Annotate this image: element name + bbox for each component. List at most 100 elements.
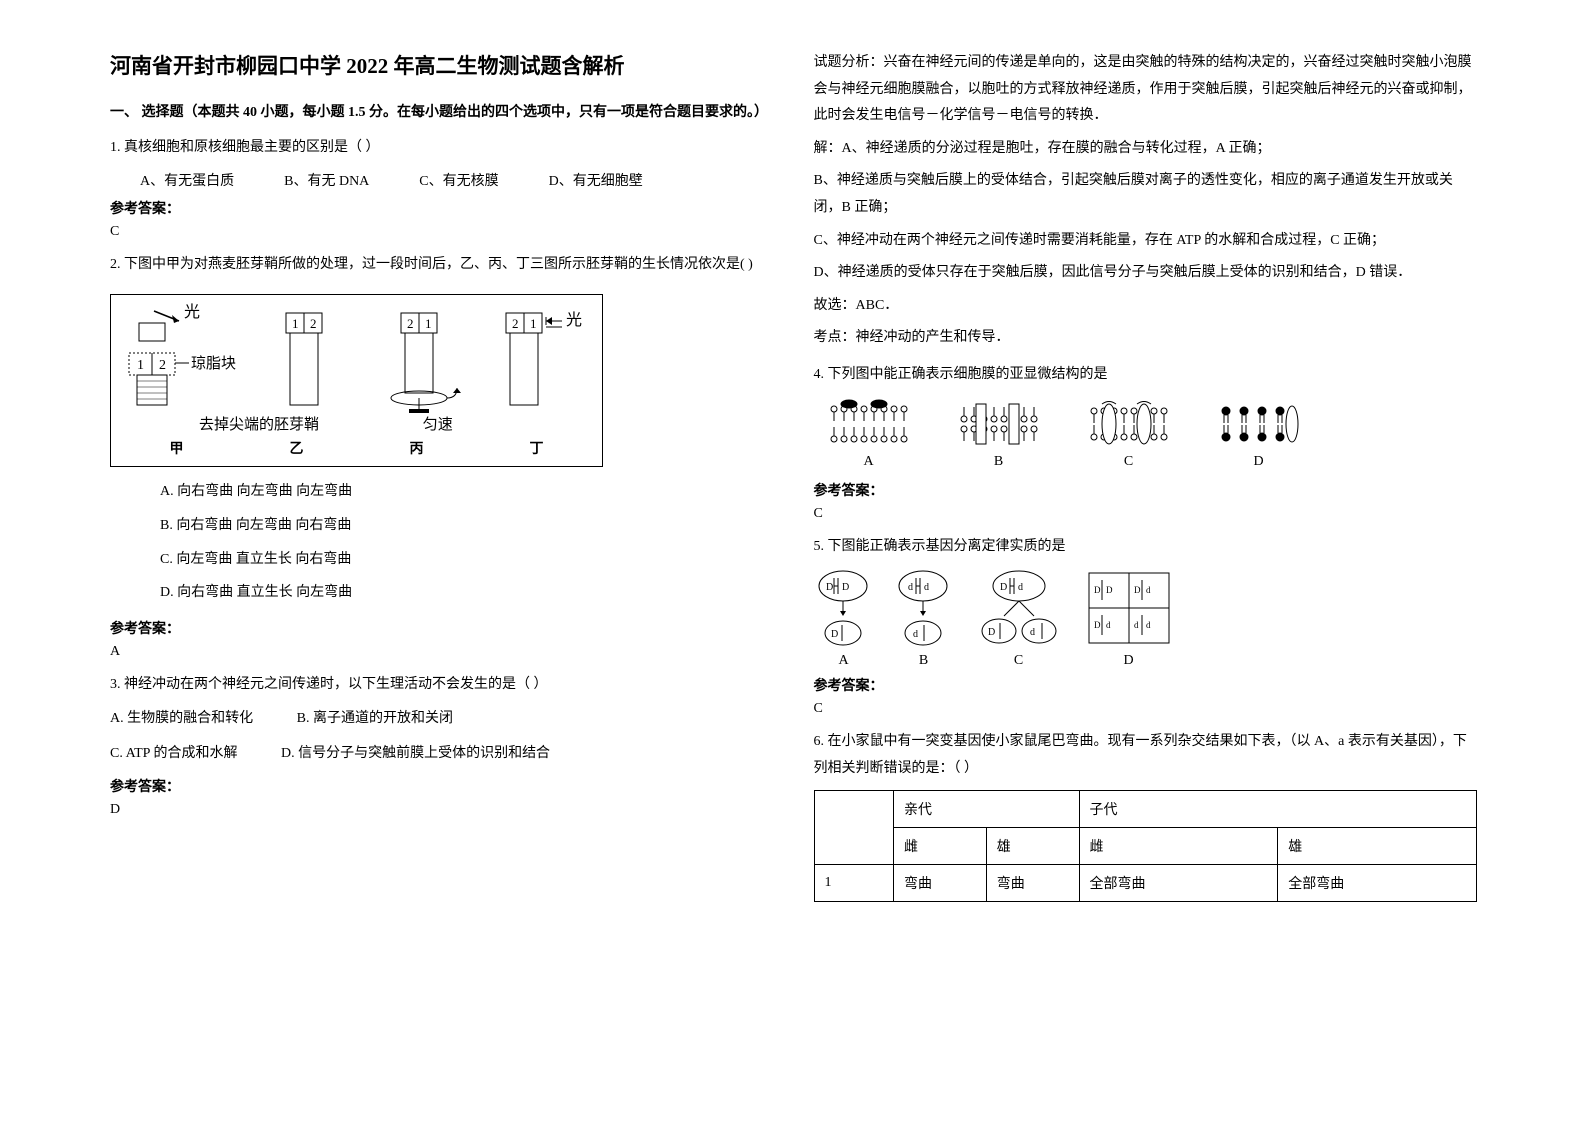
r1-c1: 弯曲 [894, 865, 987, 902]
q2-label-bing: 丙 [410, 438, 424, 458]
svg-text:d: d [1134, 620, 1139, 630]
q3-optA: A. 生物膜的融合和转化 [110, 711, 253, 726]
svg-text:d: d [1146, 585, 1151, 595]
svg-text:D: D [826, 582, 833, 593]
q2-answer-label: 参考答案： [110, 618, 774, 638]
q2-optD: D. 向右弯曲 直立生长 向左弯曲 [160, 576, 774, 610]
table-row: 1 弯曲 弯曲 全部弯曲 全部弯曲 [814, 865, 1477, 902]
q3-answer: D [110, 802, 774, 818]
q2-answer: A [110, 644, 774, 660]
q3-explain3: B、神经递质与突触后膜上的受体结合，引起突触后膜对离子的透性变化，相应的离子通道… [814, 168, 1478, 221]
q1-optC: C、有无核膜 [419, 170, 498, 190]
r1-c4: 全部弯曲 [1278, 865, 1477, 902]
q4-labelA: A [824, 454, 914, 470]
svg-text:d: d [1146, 620, 1151, 630]
membrane-icon [824, 399, 914, 449]
q4-figures: A B [814, 399, 1478, 470]
light-label: 光 [184, 303, 200, 321]
q3-optD: D. 信号分子与突触前膜上受体的识别和结合 [281, 746, 550, 761]
q4-figB: B [954, 399, 1044, 470]
svg-text:D: D [1134, 585, 1141, 595]
q3-options-row2: C. ATP 的合成和水解 D. 信号分子与突触前膜上受体的识别和结合 [110, 741, 774, 768]
svg-text:D: D [831, 629, 838, 640]
q3-explain4: C、神经冲动在两个神经元之间传递时需要消耗能量，存在 ATP 的水解和合成过程，… [814, 228, 1478, 255]
th-parent: 亲代 [894, 791, 1080, 828]
gene-icon: DD D [816, 568, 871, 648]
q5-answer: C [814, 701, 1478, 717]
table-row: 亲代 子代 [814, 791, 1477, 828]
q3-explain1: 试题分析：兴奋在神经元间的传递是单向的，这是由突触的特殊的结构决定的，兴奋经过突… [814, 50, 1478, 130]
q3-answer-label: 参考答案： [110, 776, 774, 796]
q5-figD: DD Dd Dd dd D [1084, 568, 1174, 669]
q3-stem: 3. 神经冲动在两个神经元之间传递时，以下生理活动不会发生的是（ ） [110, 672, 774, 699]
svg-text:d: d [908, 582, 913, 593]
page-title: 河南省开封市柳园口中学 2022 年高二生物测试题含解析 [110, 50, 774, 80]
q2-subfig-bing: 2 1 [369, 303, 469, 413]
q2-note: 去掉尖端的胚芽鞘 匀速 [119, 413, 594, 434]
membrane-icon [954, 399, 1044, 449]
q4-answer: C [814, 506, 1478, 522]
q4-labelB: B [954, 454, 1044, 470]
q1-optA: A、有无蛋白质 [140, 170, 234, 190]
svg-text:D: D [842, 582, 849, 593]
q1-stem: 1. 真核细胞和原核细胞最主要的区别是（ ） [110, 135, 774, 162]
q5-figA: DD D A [814, 568, 874, 669]
q2-stem: 2. 下图中甲为对燕麦胚芽鞘所做的处理，过一段时间后，乙、丙、丁三图所示胚芽鞘的… [110, 252, 774, 279]
right-column: 试题分析：兴奋在神经元间的传递是单向的，这是由突触的特殊的结构决定的，兴奋经过突… [794, 50, 1498, 1072]
q6-stem: 6. 在小家鼠中有一突变基因使小家鼠尾巴弯曲。现有一系列杂交结果如下表，（以 A… [814, 729, 1478, 782]
svg-text:D: D [1094, 585, 1101, 595]
r1-c3: 全部弯曲 [1079, 865, 1278, 902]
th-female1: 雌 [894, 828, 987, 865]
q4-labelC: C [1084, 454, 1174, 470]
svg-text:D: D [1000, 582, 1007, 593]
q5-labelA: A [814, 653, 874, 669]
q4-figA: A [824, 399, 914, 470]
svg-text:2: 2 [310, 316, 317, 331]
q2-optB: B. 向右弯曲 向左弯曲 向右弯曲 [160, 509, 774, 543]
membrane-icon [1084, 399, 1174, 449]
q2-optA: A. 向右弯曲 向左弯曲 向左弯曲 [160, 475, 774, 509]
q2-svg-yi: 1 2 [264, 303, 344, 413]
q4-labelD: D [1214, 454, 1304, 470]
q5-figC: Dd D d C [974, 568, 1064, 669]
q2-note-text: 去掉尖端的胚芽鞘 [199, 417, 319, 433]
svg-text:1: 1 [530, 316, 537, 331]
q5-labelB: B [894, 653, 954, 669]
q1-optD: D、有无细胞壁 [549, 170, 643, 190]
agar-label: 琼脂块 [191, 355, 236, 372]
svg-text:2: 2 [512, 316, 519, 331]
q2-subfig-ding: 2 1 光 [494, 303, 594, 413]
gene-icon: Dd D d [974, 568, 1064, 648]
q3-optC: C. ATP 的合成和水解 [110, 746, 237, 761]
svg-text:d: d [1018, 582, 1023, 593]
svg-text:1: 1 [137, 358, 144, 373]
q3-options-row1: A. 生物膜的融合和转化 B. 离子通道的开放和关闭 [110, 706, 774, 733]
svg-text:1: 1 [425, 316, 432, 331]
q3-explain2: 解：A、神经递质的分泌过程是胞吐，存在膜的融合与转化过程，A 正确； [814, 136, 1478, 163]
q5-answer-label: 参考答案： [814, 675, 1478, 695]
q1-options: A、有无蛋白质 B、有无 DNA C、有无核膜 D、有无细胞壁 [110, 170, 774, 190]
q2-spin-text: 匀速 [423, 417, 453, 433]
light-label-2: 光 [566, 311, 582, 329]
q3-optB: B. 离子通道的开放和关闭 [297, 711, 453, 726]
q5-labelD: D [1084, 653, 1174, 669]
q1-answer: C [110, 224, 774, 240]
q1-optB: B、有无 DNA [284, 170, 369, 190]
svg-text:D: D [1106, 585, 1113, 595]
q4-figC: C [1084, 399, 1174, 470]
svg-text:d: d [924, 582, 929, 593]
q6-table: 亲代 子代 雌 雄 雌 雄 1 弯曲 弯曲 全部弯曲 全部弯曲 [814, 790, 1478, 902]
q2-label-jia: 甲 [170, 438, 184, 458]
q2-svg-jia: 光 1 2 琼脂块 [119, 303, 239, 413]
svg-text:2: 2 [407, 316, 414, 331]
q3-explain7: 考点：神经冲动的产生和传导． [814, 325, 1478, 352]
q2-label-yi: 乙 [290, 438, 304, 458]
r1-n: 1 [814, 865, 894, 902]
gene-icon: DD Dd Dd dd [1084, 568, 1174, 648]
q3-explain5: D、神经递质的受体只存在于突触后膜，因此信号分子与突触后膜上受体的识别和结合，D… [814, 260, 1478, 287]
q2-svg-bing: 2 1 [369, 303, 469, 413]
q5-labelC: C [974, 653, 1064, 669]
section-header: 一、 选择题（本题共 40 小题，每小题 1.5 分。在每小题给出的四个选项中，… [110, 100, 774, 125]
r1-c2: 弯曲 [986, 865, 1079, 902]
svg-text:1: 1 [292, 316, 299, 331]
